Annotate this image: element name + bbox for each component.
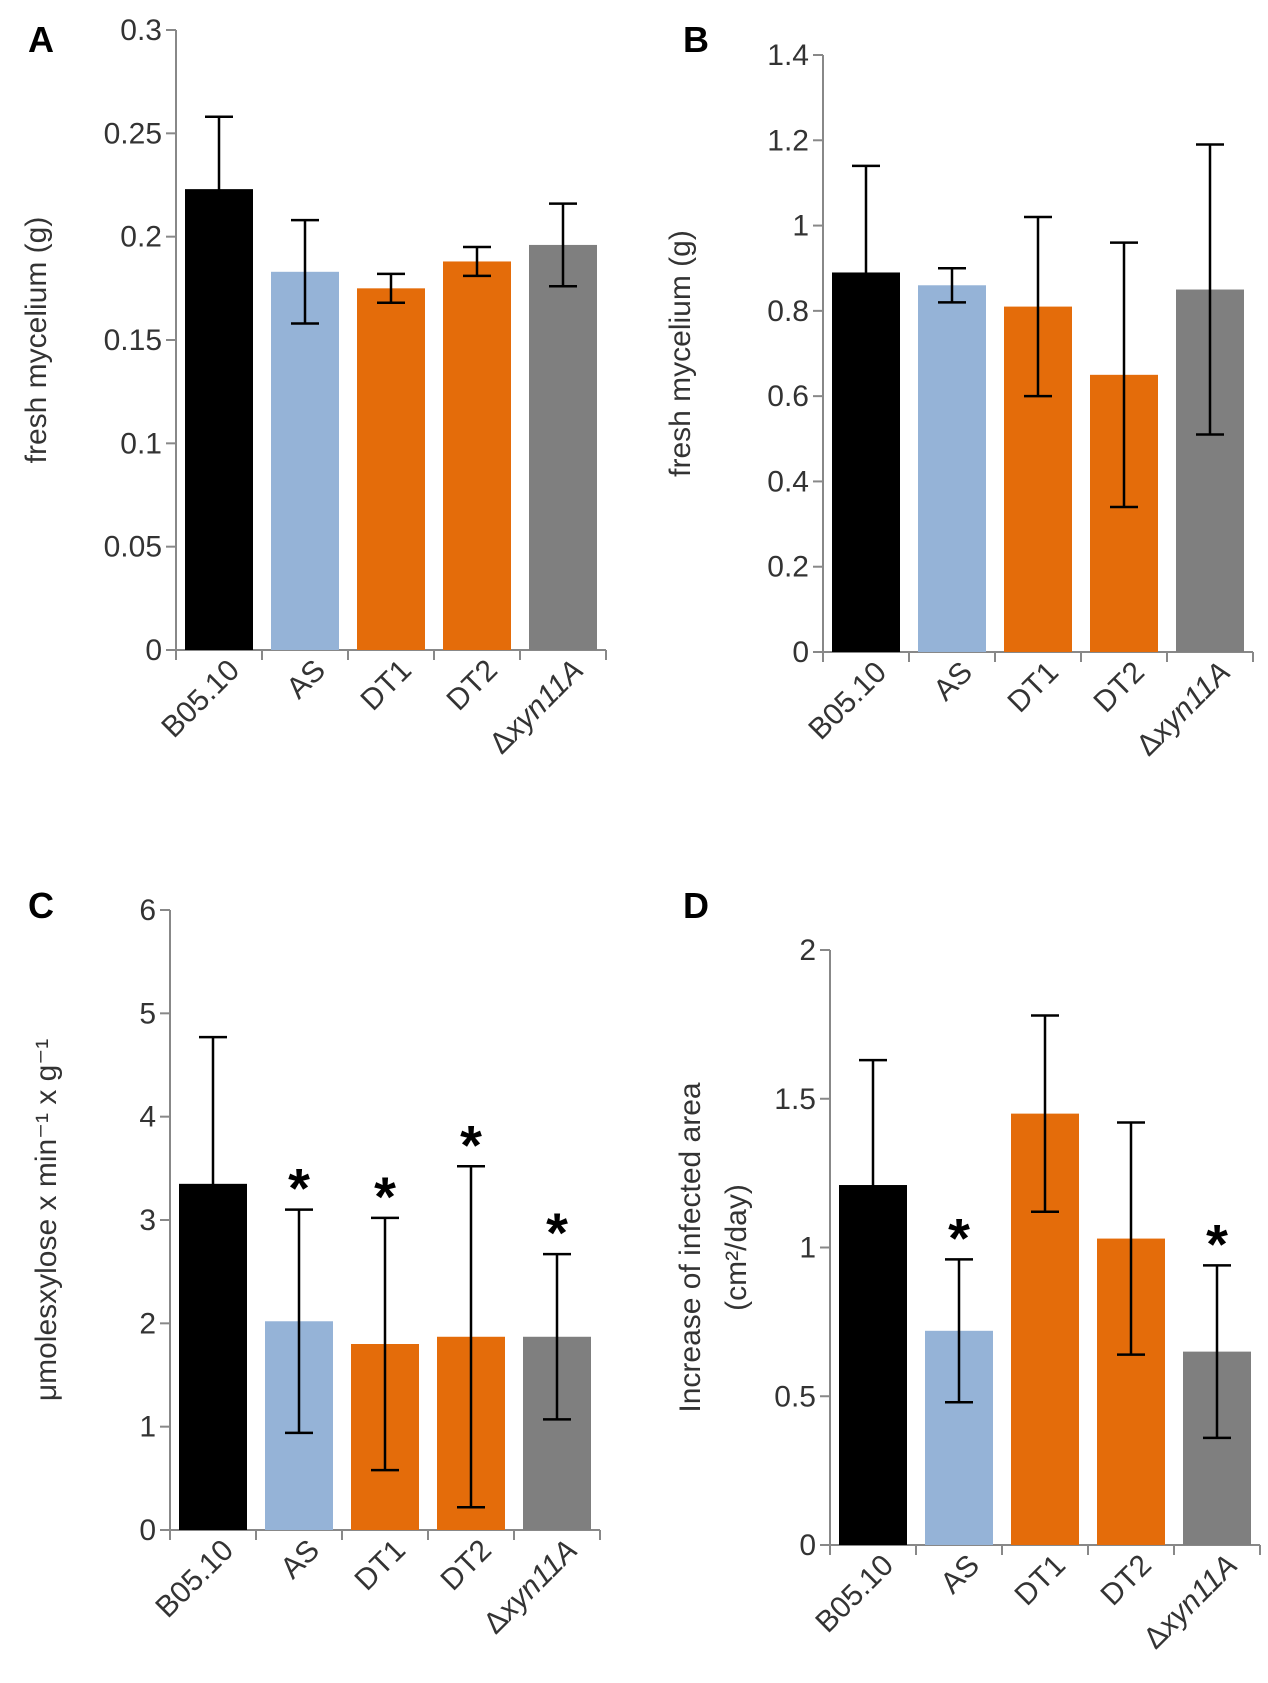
- significance-marker: *: [546, 1201, 568, 1264]
- y-tick-label: 1: [799, 1232, 816, 1265]
- y-tick-label: 1.4: [767, 39, 809, 72]
- bar: [918, 285, 986, 652]
- y-tick-label: 1: [139, 1411, 156, 1444]
- y-tick-label: 0.25: [104, 117, 162, 150]
- y-axis-title: fresh mycelium (g): [664, 230, 697, 477]
- significance-marker: *: [288, 1157, 310, 1220]
- y-tick-label: 0.2: [767, 551, 809, 584]
- bar: [357, 288, 425, 650]
- y-tick-label: 2: [799, 934, 816, 967]
- y-axis-title: μmolesxylose x min⁻¹ x g⁻¹: [30, 1039, 63, 1401]
- y-tick-label: 0: [792, 636, 809, 669]
- y-tick-label: 0: [799, 1529, 816, 1562]
- x-tick-label: AS: [280, 654, 332, 706]
- y-tick-label: 0.4: [767, 465, 809, 498]
- panel-label: C: [28, 885, 54, 926]
- x-tick-label: DT1: [349, 1534, 412, 1597]
- panel-label: A: [28, 19, 54, 60]
- panel-label: B: [683, 19, 709, 60]
- y-tick-label: 4: [139, 1101, 156, 1134]
- y-tick-label: 0.8: [767, 295, 809, 328]
- x-tick-label: B05.10: [155, 654, 246, 745]
- y-tick-label: 0.2: [120, 221, 162, 254]
- bar: [271, 271, 339, 650]
- y-tick-label: 0.05: [104, 531, 162, 564]
- y-tick-label: 0.15: [104, 324, 162, 357]
- x-tick-label: DT2: [435, 1534, 498, 1597]
- panel-b: B 0 0.2 0.4 0.6 0.8 1 1.2 1.4 B05.10 AS DT1 DT2Δxyn1…: [664, 19, 1254, 763]
- x-tick-label: B05.10: [809, 1549, 900, 1640]
- y-axis-title: fresh mycelium (g): [20, 217, 53, 464]
- bar: [443, 261, 511, 650]
- significance-marker: *: [1206, 1212, 1228, 1275]
- x-tick-label-gene: xyn11A: [490, 1534, 584, 1628]
- panel-c: C 0 1 2 3 4 5 6 B05.10 * AS * DT1 * DT2 * Δxyn11A μmolesx…: [28, 885, 601, 1641]
- x-tick-label: Δxyn11A: [483, 654, 590, 761]
- y-tick-label: 1: [792, 210, 809, 243]
- y-tick-label: 5: [139, 997, 156, 1030]
- x-tick-label: DT1: [1002, 656, 1065, 719]
- bar: [185, 189, 253, 650]
- x-tick-label: B05.10: [802, 656, 893, 747]
- x-tick-label: DT2: [1088, 656, 1151, 719]
- y-tick-label: 2: [139, 1307, 156, 1340]
- y-tick-label: 1.5: [774, 1083, 816, 1116]
- y-tick-label: 0.6: [767, 380, 809, 413]
- y-tick-label: 1.2: [767, 124, 809, 157]
- x-tick-label-gene: xyn11A: [1143, 656, 1237, 750]
- x-tick-label: Δxyn11A: [477, 1534, 584, 1641]
- x-tick-label: DT2: [441, 654, 504, 717]
- x-tick-label: DT2: [1095, 1549, 1158, 1612]
- y-tick-label: 0.5: [774, 1380, 816, 1413]
- x-tick-label: B05.10: [149, 1534, 240, 1625]
- panel-label: D: [683, 885, 709, 926]
- y-tick-label: 6: [139, 894, 156, 927]
- panel-d: D 0 0.5 1 1.5 2 B05.10 * AS DT1 DT2 * Δxyn11A Increas…: [674, 885, 1261, 1656]
- y-tick-label: 3: [139, 1204, 156, 1237]
- significance-marker: *: [460, 1113, 482, 1176]
- y-tick-label: 0: [145, 634, 162, 667]
- y-tick-label: 0: [139, 1514, 156, 1547]
- panel-a: A 0 0.05 0.1 0.15 0.2 0.25 0.3 B05.10 AS DT1 DT2Δxy…: [20, 14, 607, 761]
- bar: [529, 244, 597, 650]
- y-axis-title-units: (cm²/day): [720, 1184, 753, 1311]
- y-tick-label: 0.3: [120, 14, 162, 47]
- x-tick-label: Δxyn11A: [1130, 656, 1237, 763]
- x-tick-label: DT1: [1009, 1549, 1072, 1612]
- significance-marker: *: [948, 1206, 970, 1269]
- x-tick-label: DT1: [355, 654, 418, 717]
- x-tick-label: AS: [274, 1534, 326, 1586]
- y-tick-label: 0.1: [120, 427, 162, 460]
- x-tick-label: AS: [934, 1549, 986, 1601]
- x-tick-label: AS: [927, 656, 979, 708]
- x-tick-label: Δxyn11A: [1137, 1549, 1244, 1656]
- x-tick-label-gene: xyn11A: [1150, 1549, 1244, 1643]
- y-axis-title: Increase of infected area: [674, 1082, 707, 1413]
- significance-marker: *: [374, 1165, 396, 1228]
- x-tick-label-gene: xyn11A: [496, 654, 590, 748]
